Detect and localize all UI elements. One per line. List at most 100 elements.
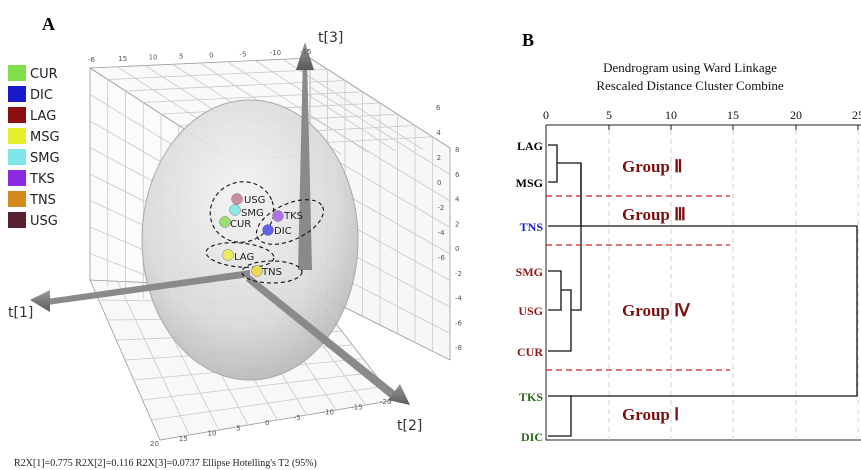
leaf-label-tks: TKS — [519, 390, 543, 404]
axis-arrows — [30, 42, 410, 405]
distance-scale: 0 5 10 15 20 25 — [543, 108, 861, 440]
scale-tick-label: 20 — [790, 108, 802, 122]
cluster-outline-usg-smg-cur — [209, 181, 275, 243]
bottom-tick-label: 20 — [150, 440, 159, 448]
grid-line — [143, 91, 363, 103]
right-side-tick-label: 4 — [455, 196, 460, 204]
right-side-tick-label: -6 — [455, 319, 463, 327]
t1-axis-arrowhead — [30, 290, 50, 312]
cluster-outline-lag — [205, 242, 275, 268]
dendrogram-branches — [548, 144, 858, 437]
legend-swatch-msg — [8, 128, 26, 144]
leaf-label-smg: SMG — [516, 265, 543, 279]
point-label-dic: DIC — [274, 226, 292, 237]
t2-axis-shaft — [246, 275, 400, 401]
t2-axis-arrowhead — [388, 384, 410, 405]
cluster-outline-tns — [241, 260, 303, 284]
panel-a: A t[3] t[1] t[2] -6 15 10 5 0 -5 -1 — [8, 14, 463, 469]
right-vertical-tick-label: -4 — [438, 229, 446, 237]
bottom-tick-label: 0 — [265, 419, 269, 427]
legend: CUR DIC LAG MSG SMG TKS TNS USG — [8, 65, 60, 229]
scale-tick-label: 5 — [606, 108, 612, 122]
bottom-tick-label: -10 — [323, 409, 334, 417]
right-side-tick-label: 0 — [455, 245, 459, 253]
right-side-tick-label: 6 — [455, 171, 460, 179]
right-vertical-tick-label: -6 — [438, 254, 446, 262]
right-side-tick-label: 8 — [455, 146, 459, 154]
group-separators — [546, 195, 730, 371]
group-label-1: Group Ⅰ — [622, 405, 679, 424]
t3-axis-label: t[3] — [318, 30, 343, 46]
right-side-tick-label: -2 — [455, 270, 462, 278]
bottom-tick-label: 15 — [179, 435, 188, 443]
legend-label-tns: TNS — [29, 193, 56, 208]
back-top-tick-label: -5 — [239, 50, 246, 58]
t1-axis-shaft — [40, 270, 250, 306]
back-top-tick-label: -6 — [88, 56, 96, 64]
scale-tick-label: 25 — [852, 108, 861, 122]
back-top-tick-label: 15 — [118, 55, 127, 63]
point-label-cur: CUR — [230, 219, 251, 230]
grid-line — [107, 68, 328, 80]
right-vertical-tick-label: 6 — [436, 104, 441, 112]
branch-lag-msg — [548, 144, 558, 183]
point-label-tks: TKS — [283, 211, 303, 222]
grid-line — [151, 385, 385, 421]
t3-axis-shaft — [298, 55, 312, 270]
back-top-tick-label: 0 — [209, 51, 213, 59]
point-tns — [251, 265, 263, 277]
branch-group2-group4 — [557, 162, 582, 311]
group-label-4: Group Ⅳ — [622, 301, 691, 320]
t1-axis-label: t[1] — [8, 305, 33, 321]
legend-label-dic: DIC — [30, 88, 53, 103]
t3-axis-arrowhead — [296, 42, 314, 70]
right-vertical-tick-label: 2 — [437, 154, 441, 162]
leaf-label-usg: USG — [518, 304, 543, 318]
legend-label-smg: SMG — [30, 151, 60, 166]
branch-tks-dic — [548, 395, 572, 437]
legend-label-msg: MSG — [30, 130, 60, 145]
group-label-2: Group Ⅱ — [622, 157, 683, 176]
branch-top — [548, 225, 858, 397]
back-top-tick-label: 5 — [179, 53, 183, 61]
group-labels: Group Ⅱ Group Ⅲ Group Ⅳ Group Ⅰ — [622, 157, 691, 424]
leaf-label-msg: MSG — [516, 176, 543, 190]
group-label-3: Group Ⅲ — [622, 205, 686, 224]
score-points: USG SMG TKS CUR DIC LAG TNS — [219, 193, 303, 278]
right-vertical-tick-label: 0 — [437, 179, 441, 187]
grid-line — [309, 86, 451, 175]
point-label-smg: SMG — [241, 208, 264, 219]
back-top-tick-label: 10 — [149, 54, 158, 62]
point-cur — [219, 216, 231, 228]
bottom-tick-label: -5 — [294, 414, 301, 422]
scale-tick-label: 0 — [543, 108, 549, 122]
point-lag — [222, 249, 234, 261]
scale-tick-label: 15 — [727, 108, 739, 122]
right-side-tick-label: -8 — [455, 344, 462, 352]
legend-label-lag: LAG — [30, 109, 56, 124]
point-smg — [229, 204, 241, 216]
back-top-tick-label: -10 — [270, 49, 281, 57]
branch-smg-usg — [548, 270, 562, 311]
bottom-tick-label: 10 — [208, 430, 217, 438]
right-vertical-tick-label: 4 — [436, 129, 441, 137]
legend-swatch-tns — [8, 191, 26, 207]
scale-tick-label: 10 — [665, 108, 677, 122]
point-label-lag: LAG — [234, 252, 254, 263]
legend-swatch-lag — [8, 107, 26, 123]
leaf-label-dic: DIC — [521, 430, 543, 444]
legend-label-cur: CUR — [30, 67, 58, 82]
right-side-tick-label: -4 — [455, 295, 463, 303]
bottom-tick-label: -20 — [380, 398, 391, 406]
point-usg — [231, 193, 243, 205]
point-dic — [262, 224, 274, 236]
axis-tick-labels: -6 15 10 5 0 -5 -10 -1586420-2-4-6-820151050-5-… — [88, 48, 463, 448]
dendrogram-subtitle: Rescaled Distance Cluster Combine — [596, 78, 784, 93]
right-vertical-tick-label: -2 — [437, 204, 444, 212]
point-label-usg: USG — [244, 195, 265, 206]
leaf-label-lag: LAG — [517, 139, 543, 153]
t2-axis-label: t[2] — [397, 418, 422, 434]
legend-swatch-cur — [8, 65, 26, 81]
point-label-tns: TNS — [261, 267, 282, 278]
